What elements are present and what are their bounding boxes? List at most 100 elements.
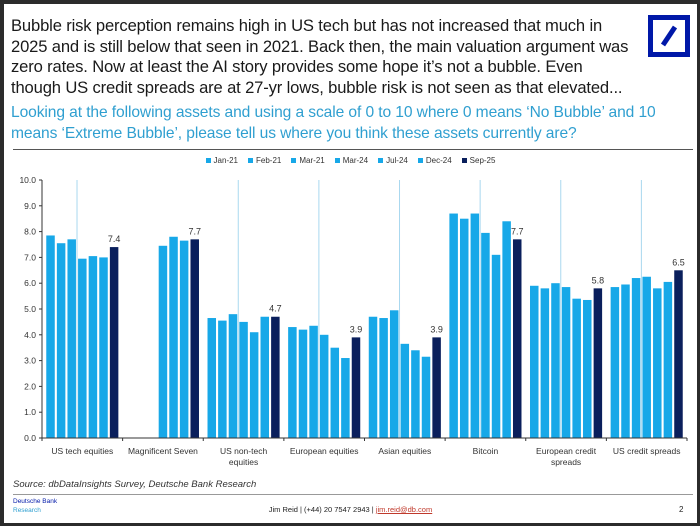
x-category-label: spreads: [551, 457, 581, 467]
divider: [13, 149, 693, 150]
bar: [491, 254, 501, 438]
legend-item: Sep-25: [461, 156, 496, 165]
legend-label: Jul-24: [386, 156, 408, 165]
legend-item: Mar-24: [334, 156, 369, 165]
x-category-label: Asian equities: [378, 446, 431, 456]
bar: [260, 316, 270, 438]
bar: [421, 356, 431, 438]
bar: [330, 347, 340, 438]
bar: [228, 314, 238, 438]
bar: [309, 325, 318, 438]
legend-label: Mar-24: [342, 156, 369, 165]
y-tick-label: 10.0: [19, 175, 36, 185]
y-tick-label: 2.0: [24, 381, 36, 391]
bar: [621, 284, 630, 438]
y-tick-label: 1.0: [24, 407, 36, 417]
bar: [319, 334, 329, 438]
data-label: 7.7: [188, 226, 201, 236]
bar: [271, 316, 280, 438]
bar-chart: 0.0 1.0 2.0 3.0 4.0 5.0 6.0 7.0 8.0 9.0 10.0 7.4 7.7…: [19, 175, 688, 467]
bar: [46, 235, 55, 438]
bar: [540, 288, 550, 438]
bar: [551, 283, 560, 438]
legend-label: Feb-21: [256, 156, 282, 165]
bar: [169, 236, 178, 438]
legend-swatch: [417, 158, 423, 163]
data-label: 6.5: [672, 257, 685, 267]
bar: [502, 221, 511, 438]
bar: [218, 320, 227, 438]
y-tick-label: 8.0: [24, 227, 36, 237]
email-link[interactable]: jim.reid@db.com: [375, 505, 433, 514]
bar: [379, 318, 388, 438]
bar: [341, 358, 350, 438]
bar: [530, 285, 539, 438]
bar: [239, 321, 248, 438]
bar: [610, 287, 620, 438]
legend-label: Jan-21: [213, 156, 239, 165]
legend-swatch: [378, 158, 384, 163]
bar: [88, 256, 98, 438]
legend-swatch: [205, 158, 211, 163]
bar: [298, 329, 308, 438]
bar: [411, 350, 420, 438]
legend-swatch: [461, 158, 467, 163]
x-category-label: US tech equities: [51, 446, 113, 456]
data-label: 7.4: [108, 234, 121, 244]
bar: [663, 281, 673, 438]
y-tick-label: 3.0: [24, 356, 36, 366]
y-tick-label: 4.0: [24, 330, 36, 340]
x-category-label: Bitcoin: [473, 446, 499, 456]
bar: [67, 239, 76, 438]
bar: [583, 299, 592, 438]
bar: [593, 288, 603, 438]
bar: [512, 239, 522, 438]
footer-brand: Deutsche Bank: [13, 498, 58, 505]
bar: [400, 343, 410, 438]
legend-label: Dec-24: [425, 156, 452, 165]
y-tick-label: 7.0: [24, 252, 36, 262]
bar: [572, 298, 581, 438]
legend-item: Feb-21: [248, 156, 281, 165]
legend-swatch: [248, 158, 254, 163]
bar: [470, 213, 480, 438]
bar: [459, 218, 469, 438]
chart-legend: Jan-21 Feb-21 Mar-21 Mar-24 Jul-24 Dec-24 Sep-…: [4, 156, 697, 165]
bar: [631, 278, 641, 438]
x-category-label: equities: [229, 457, 258, 467]
bar: [561, 287, 571, 438]
bar: [190, 239, 199, 438]
legend-swatch: [291, 158, 297, 163]
page-number: 2: [679, 505, 684, 514]
bar: [674, 270, 683, 438]
bar: [56, 243, 66, 438]
data-label: 3.9: [350, 324, 363, 334]
bar: [78, 258, 87, 438]
legend-label: Mar-21: [299, 156, 325, 165]
source-note: Source: dbDataInsights Survey, Deutsche …: [13, 479, 257, 490]
bar: [449, 213, 458, 438]
bar: [179, 240, 189, 438]
contact-details: Jim Reid | (+44) 20 7547 2943 |: [268, 505, 376, 514]
legend-swatch: [334, 158, 340, 163]
slide: Bubble risk perception remains high in U…: [4, 4, 697, 523]
bar: [432, 337, 441, 438]
footer-brand-sub: Research: [13, 507, 41, 514]
x-category-label: Magnificent Seven: [128, 446, 198, 456]
bar: [109, 247, 119, 438]
legend-label: Sep-25: [469, 156, 496, 165]
data-label: 5.8: [592, 275, 605, 285]
legend-item: Mar-21: [291, 156, 325, 165]
y-tick-label: 0.0: [24, 433, 36, 443]
bar: [99, 257, 108, 438]
headline: Bubble risk perception remains high in U…: [11, 16, 629, 97]
data-label: 3.9: [430, 324, 443, 334]
legend-item: Jul-24: [378, 156, 408, 165]
x-category-label: European equities: [290, 446, 359, 456]
footer-contact: Jim Reid | (+44) 20 7547 2943 | jim.reid…: [4, 505, 697, 514]
y-tick-label: 5.0: [24, 304, 36, 314]
bar: [288, 327, 297, 438]
bar: [158, 245, 168, 438]
bar: [207, 318, 217, 438]
survey-question: Looking at the following assets and usin…: [11, 104, 656, 142]
